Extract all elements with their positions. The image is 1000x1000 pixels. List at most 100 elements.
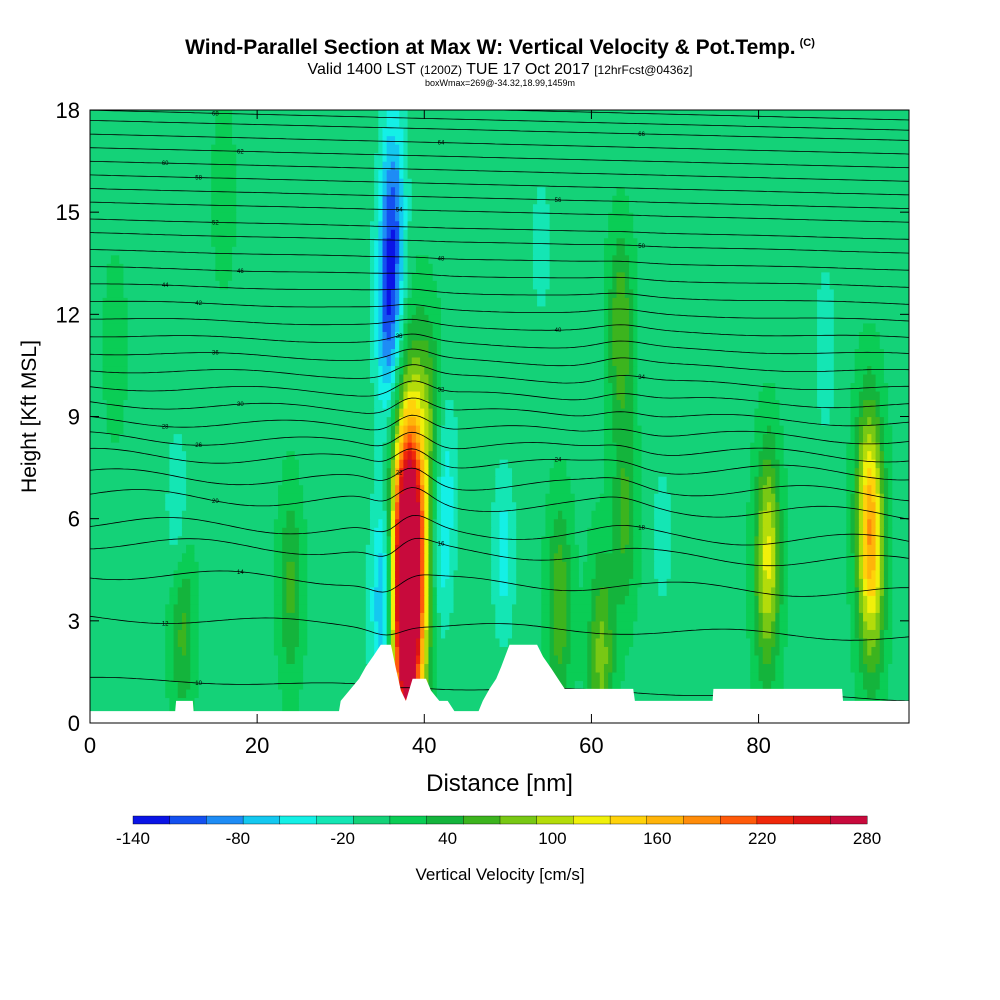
field-cell bbox=[633, 416, 638, 426]
field-cell bbox=[403, 186, 413, 196]
field-cell bbox=[545, 518, 555, 528]
contour-label: 38 bbox=[396, 334, 403, 340]
field-cell bbox=[428, 663, 434, 673]
field-cell bbox=[211, 203, 237, 213]
field-cell bbox=[783, 552, 789, 562]
theta-contour bbox=[90, 218, 909, 240]
contour-label: 24 bbox=[555, 458, 562, 464]
field-cell bbox=[90, 322, 104, 332]
field-cell bbox=[395, 203, 400, 213]
field-cell bbox=[411, 433, 417, 443]
field-cell bbox=[771, 595, 776, 605]
field-cell bbox=[428, 561, 434, 571]
field-cell bbox=[411, 195, 538, 205]
field-cell bbox=[382, 637, 388, 647]
field-cell bbox=[181, 612, 187, 622]
field-cell bbox=[432, 569, 438, 579]
field-cell bbox=[390, 425, 396, 435]
field-cell bbox=[407, 459, 413, 469]
field-cell bbox=[428, 552, 434, 562]
field-cell bbox=[432, 425, 438, 435]
field-cell bbox=[453, 586, 492, 596]
field-cell bbox=[386, 612, 392, 622]
field-cell bbox=[441, 433, 459, 443]
field-cell bbox=[599, 671, 605, 682]
field-cell bbox=[449, 612, 496, 622]
field-cell bbox=[123, 416, 375, 426]
field-cell bbox=[754, 493, 760, 503]
field-cell bbox=[374, 382, 379, 392]
field-cell bbox=[449, 569, 455, 579]
field-cell bbox=[369, 246, 375, 256]
field-cell bbox=[436, 612, 442, 622]
field-cell bbox=[374, 629, 379, 639]
contour-label: 70 bbox=[396, 106, 403, 112]
field-cell bbox=[553, 586, 567, 596]
field-cell bbox=[411, 280, 438, 290]
field-cell bbox=[432, 501, 438, 511]
field-cell bbox=[378, 169, 384, 179]
field-cell bbox=[637, 297, 818, 307]
theta-contour bbox=[90, 514, 909, 546]
field-cell bbox=[591, 637, 597, 647]
field-cell bbox=[612, 297, 630, 307]
field-cell bbox=[303, 654, 367, 664]
field-cell bbox=[491, 501, 517, 511]
field-cell bbox=[603, 459, 618, 469]
field-cell bbox=[570, 484, 605, 494]
field-cell bbox=[453, 578, 492, 588]
field-cell bbox=[879, 561, 885, 571]
field-cell bbox=[390, 450, 396, 460]
colorbar-swatch bbox=[720, 815, 758, 825]
field-cell bbox=[888, 382, 909, 392]
field-cell bbox=[278, 501, 304, 511]
field-cell bbox=[127, 339, 371, 349]
field-cell bbox=[211, 212, 237, 222]
field-cell bbox=[750, 450, 760, 460]
field-cell bbox=[771, 646, 781, 656]
field-cell bbox=[407, 135, 909, 145]
field-cell bbox=[428, 603, 434, 613]
field-cell bbox=[303, 493, 371, 503]
field-cell bbox=[390, 161, 396, 171]
field-cell bbox=[374, 169, 379, 179]
field-cell bbox=[282, 620, 300, 630]
field-cell bbox=[286, 654, 296, 664]
field-cell bbox=[173, 612, 183, 622]
field-cell bbox=[658, 476, 668, 486]
field-cell bbox=[407, 161, 909, 171]
field-cell bbox=[177, 586, 191, 596]
field-cell bbox=[762, 552, 772, 562]
field-cell bbox=[595, 552, 634, 562]
field-cell bbox=[616, 280, 626, 290]
field-cell bbox=[436, 595, 455, 605]
field-cell bbox=[541, 629, 551, 639]
field-cell bbox=[507, 544, 517, 554]
field-cell bbox=[871, 365, 885, 375]
field-cell bbox=[399, 297, 404, 307]
field-cell bbox=[512, 612, 542, 622]
field-cell bbox=[867, 518, 872, 528]
theta-contour bbox=[90, 300, 909, 322]
field-cell bbox=[420, 459, 425, 469]
field-cell bbox=[867, 586, 877, 596]
field-cell bbox=[374, 271, 379, 281]
field-cell bbox=[436, 476, 442, 486]
field-cell bbox=[641, 501, 655, 511]
field-cell bbox=[591, 663, 597, 673]
field-cell bbox=[549, 586, 555, 596]
field-cell bbox=[90, 578, 175, 588]
contour-label: 30 bbox=[237, 402, 244, 408]
field-cell bbox=[173, 603, 191, 613]
field-cell bbox=[512, 493, 547, 503]
field-cell bbox=[190, 586, 200, 596]
field-cell bbox=[787, 595, 847, 605]
field-cell bbox=[436, 416, 442, 426]
field-cell bbox=[892, 442, 909, 452]
field-cell bbox=[633, 459, 643, 469]
field-cell bbox=[399, 518, 421, 528]
field-cell bbox=[633, 493, 643, 503]
colorbar-swatch bbox=[279, 815, 317, 825]
field-cell bbox=[775, 671, 785, 682]
field-cell bbox=[90, 339, 104, 349]
